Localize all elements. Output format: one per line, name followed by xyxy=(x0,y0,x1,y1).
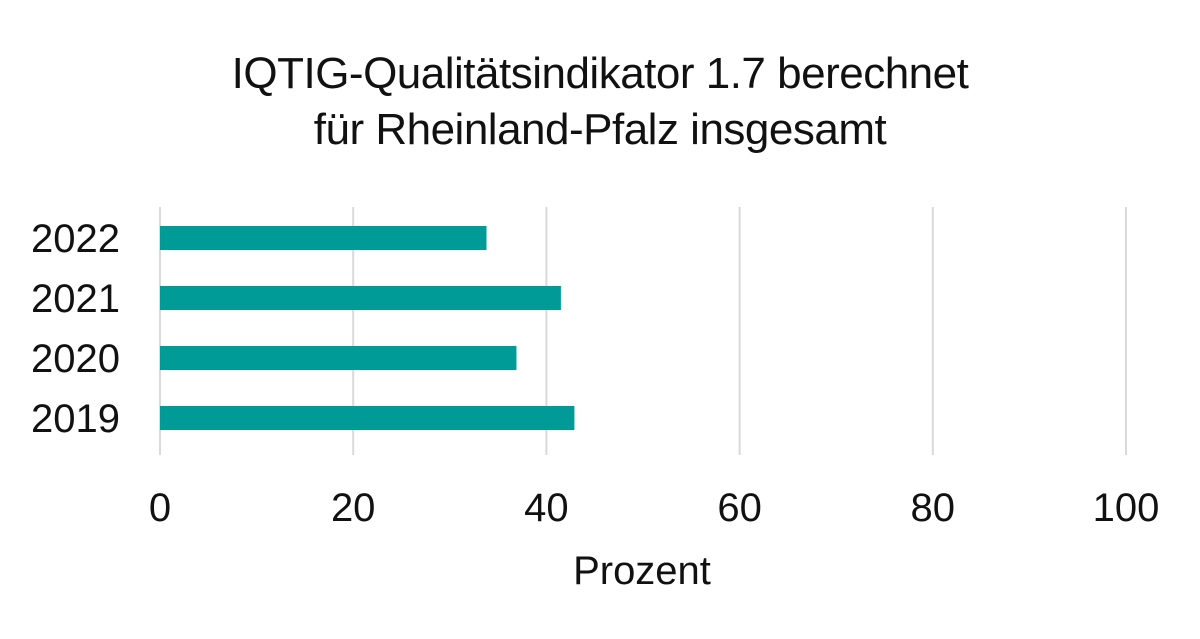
x-tick-labels: 0 20 40 60 80 100 xyxy=(149,486,1160,530)
y-tick-labels: 2022 2021 2020 2019 xyxy=(31,217,120,441)
chart-title-line-2: für Rheinland-Pfalz insgesamt xyxy=(313,105,887,154)
bar-2019 xyxy=(160,406,575,430)
x-tick-label-0: 0 xyxy=(149,486,171,530)
bar-2022 xyxy=(160,226,487,250)
y-tick-label-2022: 2022 xyxy=(31,217,120,261)
y-tick-label-2021: 2021 xyxy=(31,277,120,321)
x-tick-label-60: 60 xyxy=(717,486,762,530)
x-axis-label: Prozent xyxy=(573,549,711,593)
bar-2021 xyxy=(160,286,561,310)
bars xyxy=(160,226,575,430)
x-tick-label-40: 40 xyxy=(524,486,569,530)
chart-title-line-1: IQTIG-Qualitätsindikator 1.7 berechnet xyxy=(231,49,969,98)
y-tick-label-2019: 2019 xyxy=(31,397,120,441)
y-tick-label-2020: 2020 xyxy=(31,337,120,381)
x-tick-label-100: 100 xyxy=(1093,486,1160,530)
x-tick-label-20: 20 xyxy=(331,486,376,530)
bar-2020 xyxy=(160,346,517,370)
x-tick-label-80: 80 xyxy=(911,486,956,530)
chart-title: IQTIG-Qualitätsindikator 1.7 berechnet f… xyxy=(0,46,1200,158)
